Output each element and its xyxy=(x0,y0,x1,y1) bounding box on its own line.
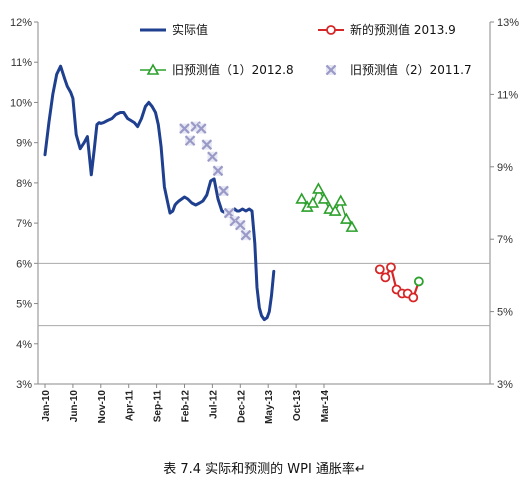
point-old-forecast-2 xyxy=(235,219,246,231)
y-left-tick-label: 7% xyxy=(16,218,32,230)
legend-label: 实际值 xyxy=(172,22,208,37)
series-layer xyxy=(43,64,424,322)
legend-label: 新的预测值 2013.9 xyxy=(350,22,456,37)
legend-item-1: 新的预测值 2013.9 xyxy=(318,22,456,37)
point-old-forecast-1 xyxy=(328,204,342,216)
point-old-forecast-2 xyxy=(195,123,207,134)
y-right-tick-label: 5% xyxy=(497,307,513,319)
series-1 xyxy=(179,121,252,241)
x-tick-label: Nov-10 xyxy=(97,390,108,424)
point-old-forecast-1 xyxy=(334,194,348,206)
point-old-forecast-2 xyxy=(218,185,229,197)
series-line-actual xyxy=(43,64,276,322)
y-left-tick-label: 9% xyxy=(16,138,32,150)
point-old-forecast-1 xyxy=(312,182,325,194)
point-old-forecast-1 xyxy=(295,192,309,204)
plot-frame xyxy=(37,22,491,385)
x-tick-label: Jun-10 xyxy=(69,390,80,423)
y-left-tick-label: 11% xyxy=(11,57,32,69)
legend-marker xyxy=(325,64,337,76)
y-right-tick-label: 7% xyxy=(497,234,513,246)
point-new-forecast xyxy=(408,292,419,303)
wpi-chart: 3% 4% 5% 6% 7% 8% 9% 10% 11% 12% 3% 5% 7% 9% 11% 13% J… xyxy=(10,17,519,424)
x-tick-label: Oct-13 xyxy=(292,390,303,422)
legend-item-0: 实际值 xyxy=(140,22,208,37)
point-new-forecast xyxy=(413,276,424,287)
point-old-forecast-2 xyxy=(179,123,190,134)
y-axis-right-ticks: 3% 5% 7% 9% 11% 13% xyxy=(490,17,519,391)
x-tick-label: Feb-12 xyxy=(181,390,192,423)
legend-marker xyxy=(326,25,336,35)
x-tick-label: Dec-12 xyxy=(236,390,247,423)
legend-item-3: 旧预测值（2）2011.7 xyxy=(325,62,472,77)
legend-marker xyxy=(146,63,160,75)
y-axis-left-ticks: 3% 4% 5% 6% 7% 8% 9% 10% 11% 12% xyxy=(10,17,38,391)
x-tick-label: May-13 xyxy=(264,390,275,424)
x-tick-label: Jan-10 xyxy=(41,390,52,422)
point-old-forecast-2 xyxy=(240,229,252,241)
figure-caption: 表 7.4 实际和预测的 WPI 通胀率↵ xyxy=(163,462,366,477)
x-tick-label: Apr-11 xyxy=(125,390,136,422)
point-old-forecast-2 xyxy=(223,207,235,219)
y-left-tick-label: 4% xyxy=(16,339,32,351)
y-right-tick-label: 9% xyxy=(497,162,513,174)
x-axis-ticks: Jan-10 Jun-10 Nov-10 Apr-11 Sep-11 Feb-12 Jul-… xyxy=(41,384,331,424)
x-tick-label: Sep-11 xyxy=(153,390,164,423)
y-right-tick-label: 11% xyxy=(497,89,518,101)
reference-lines xyxy=(38,262,490,327)
y-left-tick-label: 6% xyxy=(16,258,32,270)
point-old-forecast-1 xyxy=(339,212,353,224)
y-left-tick-label: 12% xyxy=(10,17,32,29)
legend: 实际值 新的预测值 2013.9 旧预测值（1）2012.8 旧预测值（2）2011.… xyxy=(140,22,472,77)
y-left-tick-label: 5% xyxy=(16,299,32,311)
y-left-tick-label: 3% xyxy=(16,379,32,391)
point-new-forecast xyxy=(386,262,396,273)
x-tick-label: Mar-14 xyxy=(320,390,331,423)
legend-item-2: 旧预测值（1）2012.8 xyxy=(140,62,294,77)
point-new-forecast xyxy=(374,264,385,275)
point-old-forecast-2 xyxy=(201,139,213,150)
point-old-forecast-2 xyxy=(184,135,196,146)
point-new-forecast xyxy=(380,272,391,283)
point-old-forecast-1 xyxy=(306,196,320,208)
legend-label: 旧预测值（1）2012.8 xyxy=(172,62,294,77)
x-tick-label: Jul-12 xyxy=(208,390,219,419)
series-3 xyxy=(374,262,424,303)
point-old-forecast-1 xyxy=(345,220,359,232)
series-2 xyxy=(295,182,359,232)
point-old-forecast-2 xyxy=(207,151,218,163)
y-left-tick-label: 10% xyxy=(10,97,32,109)
point-old-forecast-2 xyxy=(212,165,224,177)
y-right-tick-label: 3% xyxy=(497,379,513,391)
y-right-tick-label: 13% xyxy=(497,17,519,29)
legend-label: 旧预测值（2）2011.7 xyxy=(350,62,472,77)
point-old-forecast-1 xyxy=(317,192,331,204)
series-0 xyxy=(43,64,276,322)
y-left-tick-label: 8% xyxy=(16,178,32,190)
